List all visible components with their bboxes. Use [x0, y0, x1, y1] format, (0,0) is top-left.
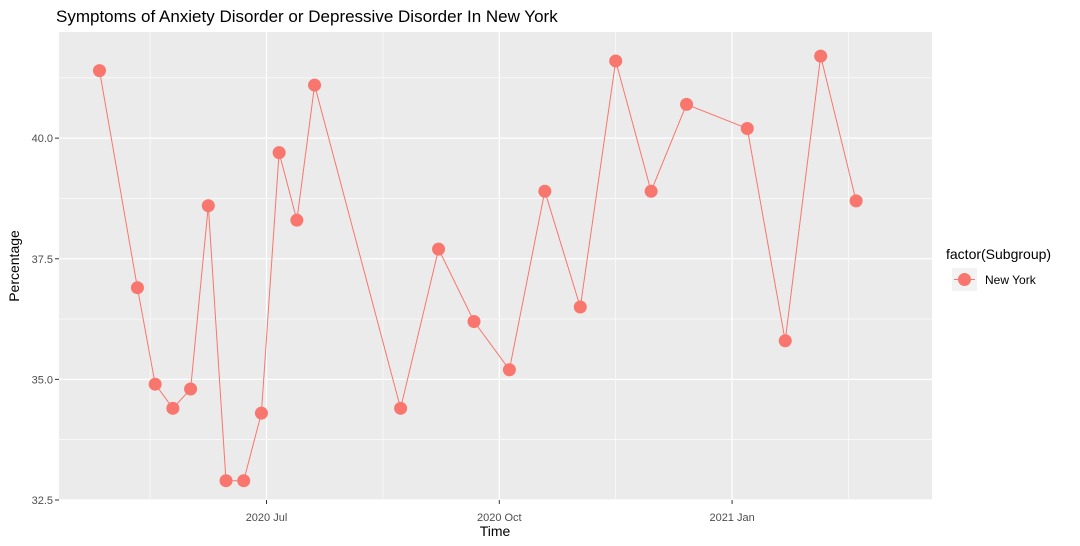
- data-point: [573, 300, 587, 314]
- x-tick-label: 2021 Jan: [709, 512, 754, 524]
- data-point: [432, 242, 446, 256]
- plot-panel: [59, 32, 932, 500]
- y-tick-label: 37.5: [32, 254, 53, 266]
- legend-key-point: [958, 273, 971, 286]
- y-tick-label: 35.0: [32, 374, 53, 386]
- legend-title: factor(Subgroup): [946, 246, 1051, 262]
- major-gridlines: [59, 32, 932, 501]
- data-point: [680, 97, 694, 111]
- chart-title: Symptoms of Anxiety Disorder or Depressi…: [56, 7, 558, 26]
- data-point: [740, 121, 754, 135]
- series-points: [92, 49, 863, 488]
- data-point: [201, 199, 215, 213]
- x-axis: 2020 Jul 2020 Oct 2021 Jan: [246, 500, 755, 524]
- x-tick-label: 2020 Jul: [246, 512, 288, 524]
- data-point: [272, 146, 286, 160]
- data-point: [130, 281, 144, 295]
- data-point: [92, 64, 106, 78]
- data-point: [219, 474, 233, 488]
- data-point: [237, 474, 251, 488]
- data-point: [308, 78, 322, 92]
- y-tick-label: 40.0: [32, 133, 53, 145]
- data-point: [254, 406, 268, 420]
- data-point: [184, 382, 198, 396]
- x-tick-label: 2020 Oct: [477, 512, 522, 524]
- data-point: [609, 54, 623, 68]
- data-point: [290, 213, 304, 227]
- y-axis: 32.5 35.0 37.5 40.0: [32, 133, 59, 507]
- data-point: [166, 401, 180, 415]
- data-point: [467, 314, 481, 328]
- legend-label-new-york: New York: [985, 273, 1037, 287]
- data-point: [394, 401, 408, 415]
- data-point: [778, 334, 792, 348]
- minor-gridlines: [59, 32, 932, 500]
- x-axis-title: Time: [480, 523, 511, 539]
- data-point: [148, 377, 162, 391]
- data-point: [849, 194, 863, 208]
- data-point: [502, 363, 516, 377]
- y-tick-label: 32.5: [32, 495, 53, 507]
- legend: factor(Subgroup) New York: [946, 246, 1051, 291]
- data-point: [644, 184, 658, 198]
- y-axis-title: Percentage: [6, 230, 22, 302]
- data-point: [538, 184, 552, 198]
- data-point: [814, 49, 828, 63]
